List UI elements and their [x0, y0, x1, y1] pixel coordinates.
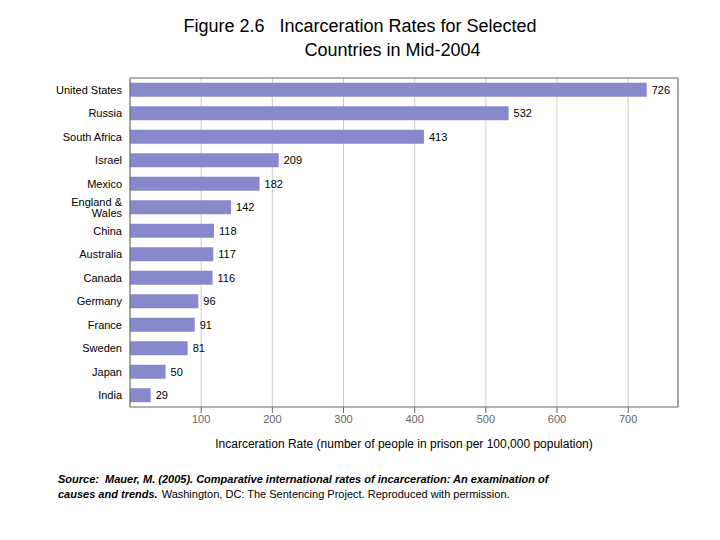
svg-text:England &Wales: England &Wales — [71, 196, 122, 219]
svg-text:United States: United States — [56, 84, 123, 96]
svg-text:726: 726 — [652, 84, 670, 96]
svg-text:29: 29 — [156, 389, 168, 401]
svg-text:116: 116 — [218, 272, 236, 284]
svg-text:Sweden: Sweden — [82, 342, 122, 354]
svg-text:81: 81 — [193, 342, 205, 354]
svg-text:Israel: Israel — [95, 154, 122, 166]
svg-text:Incarceration Rate (number of: Incarceration Rate (number of people in … — [215, 437, 593, 451]
svg-text:Mexico: Mexico — [87, 178, 122, 190]
svg-text:209: 209 — [284, 154, 302, 166]
svg-text:182: 182 — [265, 178, 283, 190]
html-text:Countries in Mid-2004: Countries in Mid-2004 — [239, 40, 481, 60]
svg-text:China: China — [93, 225, 123, 237]
svg-text:Germany: Germany — [77, 295, 123, 307]
svg-text:142: 142 — [236, 201, 254, 213]
svg-text:96: 96 — [203, 295, 215, 307]
svg-text:91: 91 — [200, 319, 212, 331]
svg-text:South Africa: South Africa — [63, 131, 123, 143]
svg-text:532: 532 — [514, 107, 532, 119]
svg-text:100: 100 — [192, 413, 210, 425]
svg-text:300: 300 — [334, 413, 352, 425]
svg-text:118: 118 — [219, 225, 237, 237]
svg-text:400: 400 — [405, 413, 423, 425]
svg-text:France: France — [88, 319, 122, 331]
svg-text:Japan: Japan — [92, 366, 122, 378]
svg-text:117: 117 — [218, 248, 236, 260]
svg-text:200: 200 — [263, 413, 281, 425]
svg-text:Canada: Canada — [83, 272, 122, 284]
svg-text:413: 413 — [429, 131, 447, 143]
svg-text:500: 500 — [477, 413, 495, 425]
html-text:Figure 2.6 Incarceration Rates: Figure 2.6 Incarceration Rates for Selec… — [183, 16, 537, 36]
svg-text:India: India — [98, 389, 123, 401]
svg-text:700: 700 — [619, 413, 637, 425]
svg-text:Russia: Russia — [88, 107, 123, 119]
html-text:Source: Mauer, M. (2005). Comp: Source: Mauer, M. (2005). Comparative in… — [58, 473, 549, 500]
svg-text:50: 50 — [171, 366, 183, 378]
svg-text:Australia: Australia — [79, 248, 123, 260]
svg-text:600: 600 — [548, 413, 566, 425]
